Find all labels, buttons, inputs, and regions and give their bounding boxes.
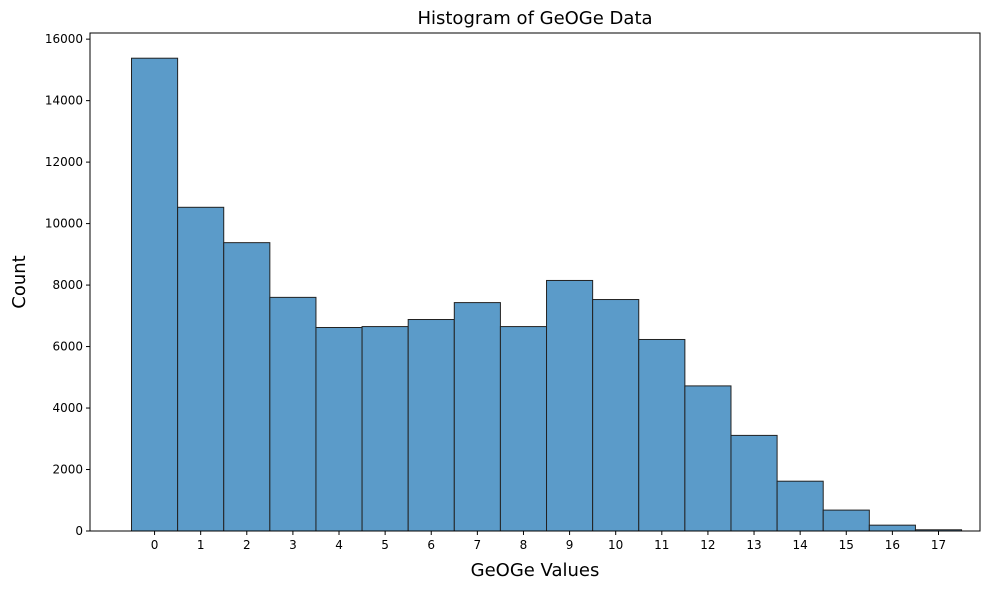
- x-tick-label: 1: [197, 538, 205, 552]
- y-tick-label: 10000: [45, 217, 83, 231]
- x-tick-label: 6: [427, 538, 435, 552]
- x-axis-ticks: 0 1 2 3 4 5 6 7 8 9 10 11 12 13 14 15 16 17: [151, 531, 946, 552]
- plot-frame: [89, 32, 981, 532]
- histogram-bar-11: [638, 338, 686, 532]
- y-tick-label: 6000: [52, 340, 83, 354]
- histogram-bar-13: [730, 434, 778, 532]
- x-tick-label: 17: [931, 538, 946, 552]
- y-tick-label: 14000: [45, 94, 83, 108]
- histogram-bar-1: [177, 206, 225, 532]
- y-tick-label: 2000: [52, 463, 83, 477]
- histogram-bar-0: [131, 57, 179, 532]
- histogram-bar-2: [223, 242, 271, 532]
- x-tick-label: 12: [700, 538, 715, 552]
- histogram-bar-3: [269, 296, 317, 532]
- y-axis-ticks: 0 2000 4000 6000 8000 10000 12000 14000 16000: [45, 32, 90, 538]
- histogram-bar-4: [315, 326, 363, 532]
- histogram-bar-15: [822, 509, 870, 532]
- y-tick-label: 0: [75, 524, 83, 538]
- y-tick-label: 16000: [45, 32, 83, 46]
- x-tick-label: 4: [335, 538, 343, 552]
- histogram-bar-12: [684, 385, 732, 532]
- histogram-bar-10: [592, 299, 640, 532]
- chart-title: Histogram of GeOGe Data: [417, 8, 652, 29]
- histogram-bar-5: [361, 326, 409, 532]
- y-axis-label: Count: [9, 255, 30, 308]
- x-tick-label: 5: [381, 538, 389, 552]
- x-tick-label: 9: [566, 538, 574, 552]
- x-tick-label: 13: [746, 538, 761, 552]
- histogram-bar-14: [776, 480, 824, 532]
- x-tick-label: 3: [289, 538, 297, 552]
- x-tick-label: 10: [608, 538, 623, 552]
- bars-layer: [131, 57, 963, 532]
- y-tick-label: 12000: [45, 155, 83, 169]
- x-tick-label: 2: [243, 538, 251, 552]
- histogram-bar-16: [868, 524, 916, 532]
- histogram-bar-7: [453, 302, 501, 532]
- histogram-bar-6: [407, 319, 455, 532]
- x-tick-label: 8: [520, 538, 528, 552]
- x-tick-label: 14: [793, 538, 808, 552]
- histogram-bar-8: [499, 326, 548, 532]
- x-tick-label: 16: [885, 538, 900, 552]
- histogram-bar-9: [546, 279, 594, 532]
- y-tick-label: 4000: [52, 401, 83, 415]
- x-tick-label: 15: [839, 538, 854, 552]
- x-tick-label: 7: [474, 538, 482, 552]
- y-tick-label: 8000: [52, 278, 83, 292]
- x-axis-label: GeOGe Values: [471, 560, 600, 581]
- x-tick-label: 11: [654, 538, 669, 552]
- x-tick-label: 0: [151, 538, 159, 552]
